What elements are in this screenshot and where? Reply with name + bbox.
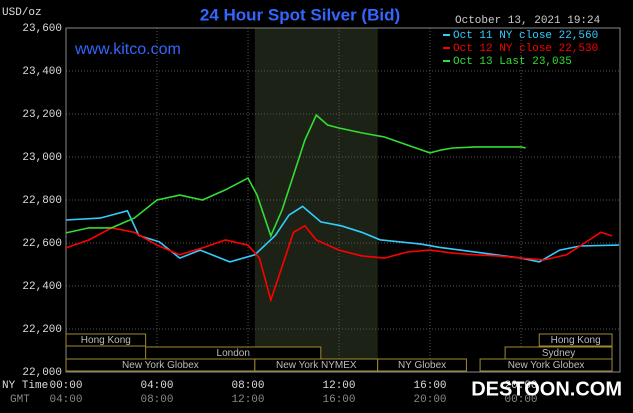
session-bar xyxy=(479,358,613,372)
session-label: Sydney xyxy=(542,348,575,359)
session-label: New York NYMEX xyxy=(276,360,357,371)
session-label: Hong Kong xyxy=(81,335,131,346)
plot-frame xyxy=(65,27,621,373)
watermark: DESTOON.COM xyxy=(471,378,622,400)
session-label: NY Globex xyxy=(398,360,446,371)
x2-tick-label: 16:00 xyxy=(323,394,356,406)
x2-tick-label: 00:00 xyxy=(505,394,538,406)
x-tick-label: 16:00 xyxy=(414,380,447,392)
legend-label: Oct 11 NY close 22,560 xyxy=(453,30,598,42)
y-tick-label: 22,000 xyxy=(22,367,62,379)
site-label: www.kitco.com xyxy=(74,41,181,58)
y-tick-label: 23,200 xyxy=(22,109,62,121)
x-tick-label: 04:00 xyxy=(140,380,173,392)
chart-date: October 13, 2021 19:24 xyxy=(455,15,601,27)
session-bar xyxy=(538,333,613,347)
x2-tick-label: 12:00 xyxy=(232,394,265,406)
x2-tick-label: 20:00 xyxy=(414,394,447,406)
y-tick-label: 23,000 xyxy=(22,152,62,164)
legend-label: Oct 13 Last 23,035 xyxy=(453,56,572,68)
y-tick-label: 22,400 xyxy=(22,281,62,293)
session-label: Hong Kong xyxy=(551,335,601,346)
chart-title: 24 Hour Spot Silver (Bid) xyxy=(200,5,400,24)
x2-tick-label: 04:00 xyxy=(49,394,82,406)
session-label: New York Globex xyxy=(508,360,585,371)
y-tick-label: 22,800 xyxy=(22,195,62,207)
series-line xyxy=(65,113,526,239)
x-row-label: NY Time xyxy=(2,380,48,392)
session-bar xyxy=(65,333,147,347)
legend-label: Oct 12 NY close 22,530 xyxy=(453,43,598,55)
x-tick-label: 12:00 xyxy=(323,380,356,392)
x2-row-label: GMT xyxy=(10,394,30,406)
y-tick-label: 22,200 xyxy=(22,324,62,336)
x2-tick-label: 08:00 xyxy=(140,394,173,406)
session-label: New York Globex xyxy=(122,360,199,371)
session-bar xyxy=(377,358,467,372)
y-tick-label: 23,600 xyxy=(22,23,62,35)
x-tick-label: 00:00 xyxy=(49,380,82,392)
x-tick-label: 08:00 xyxy=(232,380,265,392)
x-tick-label: 20:00 xyxy=(505,380,538,392)
session-label: London xyxy=(217,348,250,359)
series-line xyxy=(65,224,613,303)
y-tick-label: 22,600 xyxy=(22,238,62,250)
y-unit: USD/oz xyxy=(2,7,42,19)
y-tick-label: 23,400 xyxy=(22,66,62,78)
